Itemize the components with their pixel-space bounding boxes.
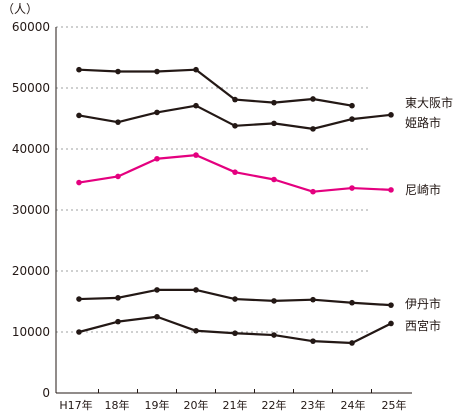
- y-tick-label: 50000: [12, 81, 50, 95]
- x-tick-label: 22年: [262, 398, 287, 412]
- data-point: [310, 188, 316, 195]
- data-point: [115, 318, 121, 325]
- data-point: [154, 313, 160, 320]
- x-tick-label: 20年: [184, 398, 209, 412]
- x-tick-label: 18年: [105, 398, 130, 412]
- series-line: [78, 68, 353, 107]
- data-point: [349, 299, 355, 306]
- axes: 0 10000 20000 30000 40000 50000 60000 H17年 18年 19…: [12, 20, 412, 412]
- data-point: [271, 176, 277, 183]
- x-tick-label: 19年: [145, 398, 170, 412]
- data-point: [232, 330, 238, 337]
- x-tick-label: 21年: [223, 398, 248, 412]
- data-point: [193, 327, 199, 334]
- data-point: [271, 332, 277, 338]
- series-東大阪市: [76, 66, 355, 109]
- data-point: [154, 155, 160, 162]
- x-tick-label: H17年: [59, 398, 92, 412]
- y-axis-unit-label: （人）: [2, 2, 38, 16]
- data-point: [232, 96, 238, 103]
- series-西宮市: [76, 313, 394, 346]
- data-point: [271, 298, 277, 304]
- data-point: [76, 296, 82, 302]
- data-point: [349, 340, 355, 346]
- data-point: [76, 179, 82, 186]
- x-tick-label: 23年: [301, 398, 326, 412]
- data-point: [271, 99, 277, 106]
- x-tick-label: 24年: [341, 398, 366, 412]
- data-point: [232, 123, 238, 129]
- data-point: [115, 295, 121, 301]
- data-point: [115, 68, 121, 75]
- y-tick-label: 20000: [12, 264, 50, 278]
- y-tick-label: 10000: [12, 325, 50, 339]
- data-point: [115, 173, 121, 180]
- y-tick-label: 30000: [12, 203, 50, 217]
- series-伊丹市: [76, 287, 394, 308]
- data-point: [310, 338, 316, 344]
- y-tick-label: 40000: [12, 142, 50, 156]
- data-point: [193, 287, 199, 293]
- series-label: 西宮市: [405, 318, 441, 333]
- data-point: [232, 169, 238, 175]
- y-tick-label: 0: [42, 386, 50, 400]
- series-label: 東大阪市: [405, 95, 453, 110]
- series-label: 姫路市: [405, 115, 441, 130]
- series-lines: [76, 66, 394, 346]
- data-point: [388, 112, 394, 118]
- series-姫路市: [76, 102, 394, 132]
- data-point: [349, 102, 355, 109]
- y-tick-label: 60000: [12, 20, 50, 34]
- x-tick-label: 25年: [382, 398, 407, 412]
- data-point: [193, 102, 199, 109]
- data-point: [154, 109, 160, 116]
- data-point: [76, 66, 82, 73]
- data-point: [154, 287, 160, 293]
- data-point: [193, 66, 199, 73]
- data-point: [76, 329, 82, 335]
- series-label: 伊丹市: [405, 296, 441, 311]
- data-point: [310, 96, 316, 102]
- grid-lines: [56, 26, 370, 333]
- data-point: [154, 68, 160, 75]
- data-point: [115, 119, 121, 125]
- data-point: [388, 320, 394, 327]
- data-point: [271, 120, 277, 127]
- data-point: [310, 126, 316, 132]
- data-point: [76, 112, 82, 119]
- data-point: [310, 296, 316, 303]
- data-point: [232, 296, 238, 302]
- data-point: [388, 187, 394, 193]
- data-point: [388, 302, 394, 308]
- series-line: [78, 315, 392, 345]
- data-point: [349, 116, 355, 122]
- data-point: [193, 152, 199, 158]
- series-尼崎市: [76, 152, 394, 195]
- series-label: 尼崎市: [405, 182, 441, 197]
- data-point: [349, 185, 355, 191]
